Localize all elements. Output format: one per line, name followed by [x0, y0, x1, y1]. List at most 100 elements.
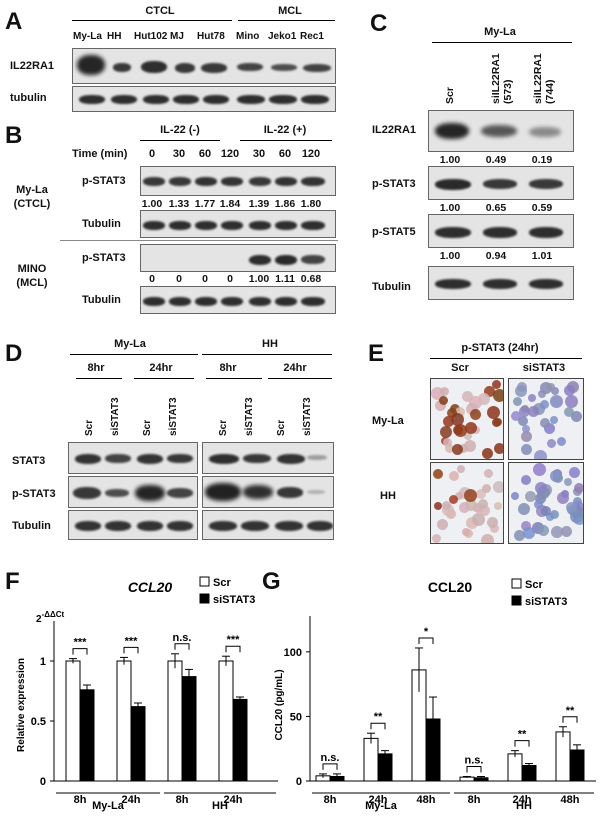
band [169, 177, 191, 186]
group-mcl: MCL [278, 5, 302, 17]
blot-c-tubulin [428, 266, 574, 300]
ddct-label: 2-ΔΔCt [36, 610, 65, 625]
row-label-tubulin-myla: Tubulin [82, 218, 121, 230]
band [307, 521, 333, 531]
band [249, 221, 271, 230]
cell-nucleus [573, 497, 582, 506]
band [167, 488, 193, 498]
band [143, 221, 165, 230]
time-point: 0 [148, 148, 156, 160]
quant-value: 0.65 [485, 202, 507, 214]
group-label: HH [516, 800, 532, 812]
quant-value: 0 [227, 273, 233, 285]
band [209, 521, 237, 531]
lane-label: Jeko1 [268, 31, 297, 42]
cell-nucleus [455, 407, 465, 417]
cell-nucleus [514, 530, 525, 541]
band [195, 177, 217, 186]
cell-nucleus [557, 437, 566, 446]
band [529, 227, 563, 238]
d-row-pstat3: p-STAT3 [12, 488, 56, 500]
lane-label: Scr [276, 419, 287, 436]
cell-nucleus [550, 510, 559, 519]
x-tick-label: 8h [74, 794, 87, 806]
cell-nucleus [518, 503, 530, 515]
e-row-myla: My-La [372, 415, 404, 427]
cell-nucleus [464, 432, 472, 440]
bar-siSTAT3 [130, 706, 146, 782]
cell-nucleus [470, 409, 481, 420]
legend-scr: Scr [525, 579, 543, 591]
band [275, 521, 303, 531]
band [301, 221, 325, 230]
e-title: p-STAT3 (24hr) [461, 342, 539, 354]
significance-label: * [424, 626, 429, 638]
bar-Scr [167, 660, 183, 782]
significance-bracket [562, 716, 578, 723]
quant-value: 0.19 [531, 154, 553, 166]
quant-value: 1.86 [274, 198, 296, 210]
x-tick-label: 24h [122, 794, 141, 806]
blot-d-myla-stat3 [68, 442, 198, 474]
e-title-bar [430, 358, 582, 359]
cell-nucleus [459, 444, 468, 453]
blot-b-myla-tubulin [140, 210, 336, 238]
quant-value: 1.11 [275, 273, 295, 285]
c-header-bar [432, 42, 572, 43]
cell-nucleus [533, 463, 546, 476]
c-row-il22ra1: IL22RA1 [372, 124, 417, 136]
time-point: 120 [220, 148, 240, 160]
cell-nucleus [525, 491, 536, 502]
cell-nucleus [440, 426, 452, 438]
cell-nucleus [551, 526, 563, 538]
quant-value: 0.94 [485, 250, 507, 262]
cell-nucleus [541, 506, 551, 516]
quant-value: 0.49 [485, 154, 507, 166]
cell-nucleus [566, 502, 577, 513]
panel-label-g: G [262, 568, 281, 595]
bar-Scr [507, 753, 523, 782]
panel-b-divider [60, 240, 338, 241]
band [167, 521, 193, 531]
cell-nucleus [521, 444, 532, 455]
cell-nucleus [478, 499, 488, 509]
panel-label-f: F [5, 568, 20, 595]
band [105, 489, 129, 497]
e-scr: Scr [451, 362, 469, 374]
significance-label: n.s. [173, 632, 192, 644]
e-sistat3: siSTAT3 [522, 362, 566, 374]
cell-nucleus [455, 492, 463, 500]
band [483, 279, 517, 289]
cell-nucleus [522, 425, 530, 433]
cell-nucleus [550, 416, 558, 424]
significance-bracket [225, 645, 241, 653]
band [303, 64, 331, 72]
cell-nucleus [487, 517, 498, 528]
cell-nucleus [565, 395, 578, 408]
y-tick-label: 100 [284, 647, 302, 659]
quant-value: 1.00 [439, 154, 461, 166]
quant-value: 1.00 [248, 273, 270, 285]
significance-bracket [514, 740, 530, 747]
cell-nucleus [462, 391, 473, 402]
band [195, 297, 217, 306]
cell-nucleus [538, 390, 546, 398]
cell-nucleus [454, 424, 467, 437]
cell-nucleus [482, 448, 493, 459]
row-label-pstat3-mino: p-STAT3 [82, 252, 126, 264]
band [143, 95, 169, 104]
lane-label: Scr [444, 87, 456, 104]
d-myla-bar [70, 354, 198, 355]
cell-nucleus [521, 431, 532, 442]
time-point: 120 [301, 148, 321, 160]
band [77, 55, 105, 75]
bar-Scr [116, 660, 132, 782]
y-tick-label: 50 [290, 711, 302, 723]
band [301, 177, 325, 186]
band [137, 521, 163, 531]
band [243, 454, 271, 463]
e-row-hh: HH [380, 490, 396, 502]
band [277, 454, 305, 464]
band [75, 521, 101, 531]
panel-label-c: C [370, 10, 388, 37]
